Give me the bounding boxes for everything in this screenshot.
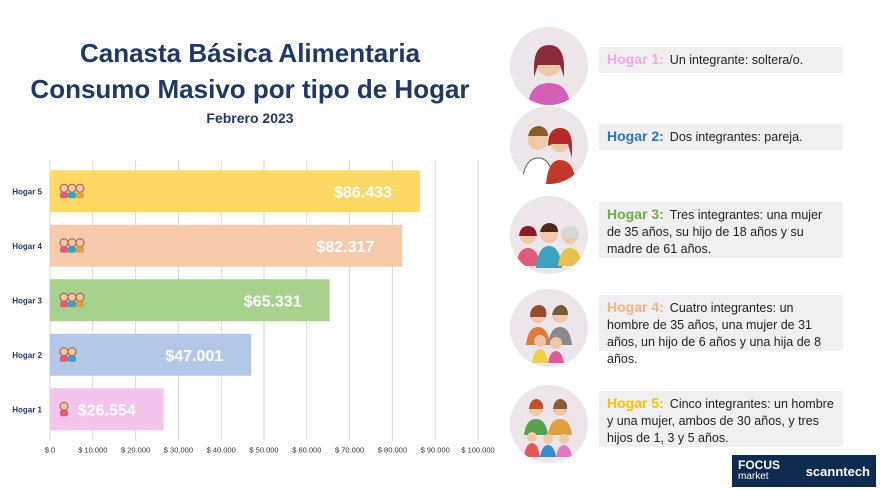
legend-hogar5-label: Hogar 5:: [607, 395, 664, 411]
x-tick-label: $ 60.000: [292, 446, 321, 455]
y-category-label: Hogar 3: [12, 296, 42, 305]
x-tick-label: $ 20.000: [121, 446, 150, 455]
legend-hogar5: Hogar 5: Cinco integrantes: un hombre y u…: [599, 391, 843, 447]
bar: [50, 170, 420, 213]
hogar3-avatar-icon: [510, 196, 588, 274]
legend-hogar2-label: Hogar 2:: [607, 128, 664, 144]
bar-value-label: $26.554: [78, 402, 136, 419]
hogar5-avatar-icon: [510, 385, 588, 463]
legend-hogar4-label: Hogar 4:: [607, 299, 664, 315]
focus-logo-text: FOCUS: [738, 458, 780, 472]
legend-hogar3-text: Tres integrantes: una mujer de 35 años, …: [607, 208, 823, 256]
family-mini-icon: [59, 401, 69, 417]
chart-subtitle: Febrero 2023: [206, 110, 294, 126]
legend-hogar4: Hogar 4: Cuatro integrantes: un hombre de…: [599, 295, 843, 366]
legend-hogar3-label: Hogar 3:: [607, 206, 664, 222]
bar-value-label: $82.317: [316, 239, 374, 256]
family-mini-icon: [59, 238, 85, 253]
chart-title-line2: Consumo Masivo por tipo de Hogar: [30, 74, 470, 104]
bar: [50, 333, 252, 376]
y-category-label: Hogar 5: [12, 187, 42, 196]
market-logo-text: market: [738, 471, 769, 482]
hogar4-avatar-icon: [510, 289, 588, 367]
brand-logos: FOCUS market scanntech: [732, 455, 876, 487]
bar-value-label: $65.331: [244, 293, 302, 310]
y-category-label: Hogar 4: [12, 242, 42, 251]
family-mini-icon: [59, 292, 85, 308]
y-category-label: Hogar 2: [12, 351, 42, 360]
x-tick-label: $ 100.000: [461, 446, 494, 455]
focus-market-logo: FOCUS market: [738, 458, 780, 482]
bar: [50, 224, 403, 267]
legend-hogar1-label: Hogar 1:: [607, 51, 664, 67]
bar: [50, 388, 164, 431]
family-mini-icon: [59, 347, 77, 362]
x-tick-label: $ 30.000: [164, 446, 193, 455]
bar-value-label: $86.433: [334, 184, 392, 201]
bar-chart: $ 0 $ 10.000 $ 20.000 $ 30.000 $ 40.000 $ 50.…: [12, 160, 495, 455]
legend-hogar2-text: Dos integrantes: pareja.: [669, 130, 803, 144]
bar: [50, 279, 330, 322]
legend-hogar4-text: Cuatro integrantes: un hombre de 35 años…: [607, 301, 822, 366]
x-tick-label: $ 10.000: [78, 446, 107, 455]
bar-value-label: $47.001: [165, 348, 223, 365]
x-tick-label: $ 50.000: [249, 446, 278, 455]
scanntech-logo-text: scanntech: [805, 463, 870, 479]
x-tick-label: $ 70.000: [335, 446, 364, 455]
x-tick-label: $ 90.000: [421, 446, 450, 455]
scan-frame-icon: [788, 461, 789, 481]
hogar2-avatar-icon: [510, 106, 588, 184]
x-tick-label: $ 40.000: [207, 446, 236, 455]
chart-title-line1: Canasta Básica Alimentaria: [79, 38, 421, 68]
legend-hogar3: Hogar 3: Tres integrantes: una mujer de 3…: [599, 202, 843, 258]
legend-hogar1: Hogar 1: Un integrante: soltera/o.: [599, 47, 843, 73]
x-tick-label: $ 80.000: [378, 446, 407, 455]
family-mini-icon: [59, 183, 85, 199]
hogar1-avatar-icon: [510, 27, 588, 105]
legend-hogar1-text: Un integrante: soltera/o.: [669, 53, 804, 67]
scanntech-swirl-icon: [797, 464, 798, 478]
y-category-label: Hogar 1: [12, 405, 42, 414]
x-tick-label: $ 0: [45, 446, 55, 455]
legend-hogar2: Hogar 2: Dos integrantes: pareja.: [599, 124, 843, 150]
legend-hogar5-text: Cinco integrantes: un hombre y una mujer…: [607, 397, 834, 445]
